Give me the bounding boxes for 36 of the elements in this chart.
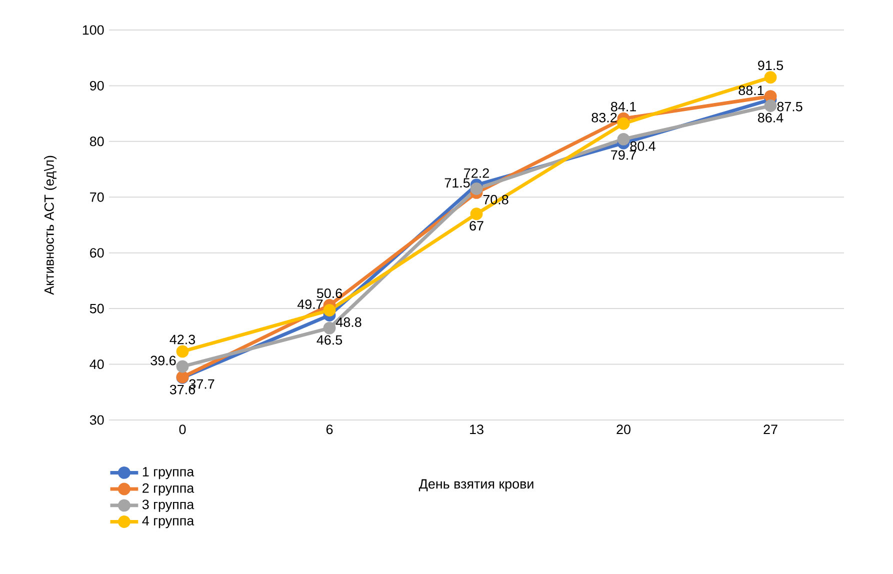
legend-label: 3 группа [142, 500, 194, 512]
data-label: 80.4 [630, 141, 656, 151]
data-label: 67 [470, 221, 484, 231]
data-label: 50.6 [316, 288, 342, 298]
data-label: 87.5 [777, 102, 802, 112]
x-tick-label: 13 [470, 424, 484, 434]
y-tick-label: 100 [82, 25, 104, 35]
data-label: 48.8 [336, 317, 362, 327]
data-label: 86.4 [758, 112, 784, 122]
x-tick-label: 6 [326, 424, 333, 434]
legend-label: 2 группа [142, 483, 194, 496]
y-tick-label: 40 [90, 360, 104, 370]
data-label: 39.6 [150, 356, 176, 366]
x-tick-label: 27 [764, 424, 778, 434]
y-tick-label: 60 [90, 248, 104, 258]
y-tick-label: 50 [90, 304, 104, 314]
data-label: 72.2 [464, 168, 489, 178]
data-label: 71.5 [444, 178, 470, 188]
data-label: 42.3 [170, 334, 196, 344]
data-label: 91.5 [758, 60, 784, 70]
data-label: 88.1 [738, 86, 764, 96]
data-label: 46.5 [316, 335, 342, 345]
legend-label: 4 группа [142, 516, 194, 528]
x-axis-title: День взятия крови [418, 479, 534, 492]
data-label: 83.2 [592, 112, 617, 122]
y-tick-label: 90 [90, 80, 104, 90]
data-label: 49.7 [297, 300, 323, 310]
x-tick-label: 0 [179, 424, 186, 434]
y-axis-title: Активность АСТ (ед\л) [44, 156, 57, 295]
y-tick-label: 30 [90, 415, 104, 425]
legend-label: 1 группа [142, 467, 194, 480]
y-tick-label: 80 [90, 136, 104, 146]
y-tick-label: 70 [90, 192, 104, 202]
x-tick-label: 20 [616, 424, 630, 434]
data-label: 84.1 [611, 102, 636, 112]
data-label: 79.7 [611, 150, 636, 160]
